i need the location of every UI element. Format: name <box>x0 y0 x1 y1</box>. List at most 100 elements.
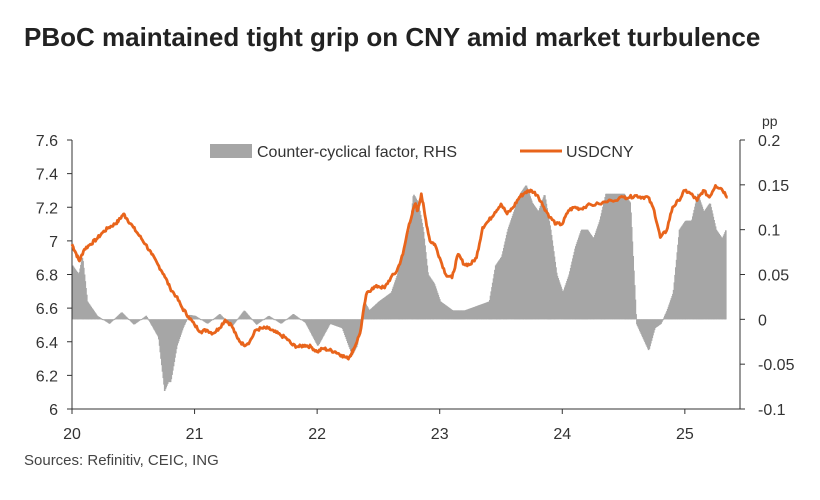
factor-bar <box>569 271 571 320</box>
factor-bar <box>635 314 637 320</box>
factor-bar <box>77 273 79 320</box>
factor-bar <box>531 202 534 320</box>
legend-label-factor: Counter-cyclical factor, RHS <box>257 144 457 161</box>
factor-bar <box>421 222 423 320</box>
chart-title: PBoC maintained tight grip on CNY amid m… <box>24 22 761 52</box>
factor-bar <box>725 230 727 320</box>
factor-bar <box>661 319 664 321</box>
legend-label-usdcny: USDCNY <box>566 144 634 161</box>
x-axis: 20 21 22 23 24 25 <box>63 408 740 443</box>
factor-bar <box>369 309 372 320</box>
factor-bar <box>286 319 288 321</box>
factor-bar <box>250 317 252 320</box>
x-tick-label: 25 <box>676 426 694 443</box>
factor-bar <box>396 275 398 320</box>
factor-bar <box>344 319 347 337</box>
factor-bar <box>634 299 637 320</box>
factor-bar <box>620 193 623 320</box>
factor-bar <box>383 297 386 320</box>
factor-bar <box>282 319 284 323</box>
factor-bar <box>519 194 521 320</box>
factor-bar <box>544 195 546 320</box>
factor-bar <box>319 319 322 342</box>
factor-bar <box>645 319 648 346</box>
factor-bar <box>236 319 239 321</box>
x-tick-label: 23 <box>431 426 449 443</box>
left-axis: 7.6 7.4 7.2 7 6.8 6.6 6.4 6.2 6 <box>36 133 73 419</box>
left-tick-label: 6.2 <box>36 368 58 385</box>
left-tick-label: 7.6 <box>36 133 58 150</box>
factor-bar <box>458 310 461 320</box>
factor-bar <box>146 317 148 320</box>
right-tick-label: 0.05 <box>758 268 789 285</box>
right-tick-label: 0.2 <box>758 133 780 150</box>
factor-bar <box>78 272 81 320</box>
left-tick-label: 6.8 <box>36 268 58 285</box>
right-tick-label: 0.1 <box>758 223 780 240</box>
x-tick-label: 21 <box>186 426 204 443</box>
factor-bar <box>619 193 621 320</box>
left-tick-label: 6 <box>49 402 58 419</box>
factor-bar <box>307 319 309 328</box>
x-tick-label: 22 <box>308 426 326 443</box>
right-tick-label: -0.1 <box>758 402 786 419</box>
x-tick-label: 24 <box>553 426 571 443</box>
left-tick-label: 7.2 <box>36 200 58 217</box>
factor-bar <box>556 275 559 320</box>
factor-bar <box>483 303 486 320</box>
factor-bar <box>658 319 660 326</box>
factor-bar <box>141 319 143 320</box>
right-tick-label: -0.05 <box>758 357 795 374</box>
factor-bar <box>269 316 272 320</box>
factor-bar <box>263 319 265 321</box>
factor-bar <box>257 319 259 324</box>
factor-bar <box>408 230 411 320</box>
factor-bar <box>357 319 359 341</box>
factor-bar <box>683 223 685 320</box>
factor-bar <box>91 307 93 320</box>
factor-bar <box>606 193 609 320</box>
factor-bar <box>695 200 698 320</box>
factor-bar <box>100 318 103 320</box>
factor-bar <box>471 307 473 320</box>
factor-bar <box>508 224 511 320</box>
factor-bar <box>272 318 275 320</box>
factor-bar <box>661 319 663 323</box>
source-note: Sources: Refinitiv, CEIC, ING <box>24 452 219 469</box>
legend: Counter-cyclical factor, RHS USDCNY <box>210 144 634 161</box>
factor-bar <box>250 318 253 320</box>
factor-bar <box>446 306 448 320</box>
factor-bar <box>631 241 634 320</box>
factor-bar <box>103 319 106 321</box>
factor-bar <box>608 193 610 320</box>
x-tick-label: 20 <box>63 426 81 443</box>
right-axis-unit: pp <box>762 113 778 129</box>
counter-cyclical-bars <box>72 185 727 391</box>
factor-bar <box>294 315 297 320</box>
factor-bar <box>299 318 301 320</box>
factor-bar <box>332 319 334 325</box>
factor-bar <box>212 319 215 321</box>
left-tick-label: 6.6 <box>36 301 58 318</box>
right-tick-label: 0 <box>758 312 767 329</box>
right-tick-label: 0.15 <box>758 178 789 195</box>
factor-bar <box>670 298 673 320</box>
legend-swatch-factor <box>210 144 252 158</box>
factor-bar <box>89 305 92 320</box>
factor-bar <box>720 237 723 320</box>
left-tick-label: 6.4 <box>36 335 58 352</box>
factor-bar <box>185 319 187 322</box>
factor-bar <box>116 316 118 320</box>
factor-bar <box>496 263 498 320</box>
left-tick-label: 7.4 <box>36 167 58 184</box>
usdcny-line <box>70 184 729 361</box>
left-tick-label: 7 <box>49 234 58 251</box>
factor-bar <box>186 319 188 321</box>
factor-bar <box>394 280 397 320</box>
factor-bar <box>581 229 584 320</box>
factor-bar <box>708 204 710 320</box>
factor-bar <box>633 270 635 320</box>
factor-bar <box>127 318 129 320</box>
factor-bar <box>147 318 149 320</box>
